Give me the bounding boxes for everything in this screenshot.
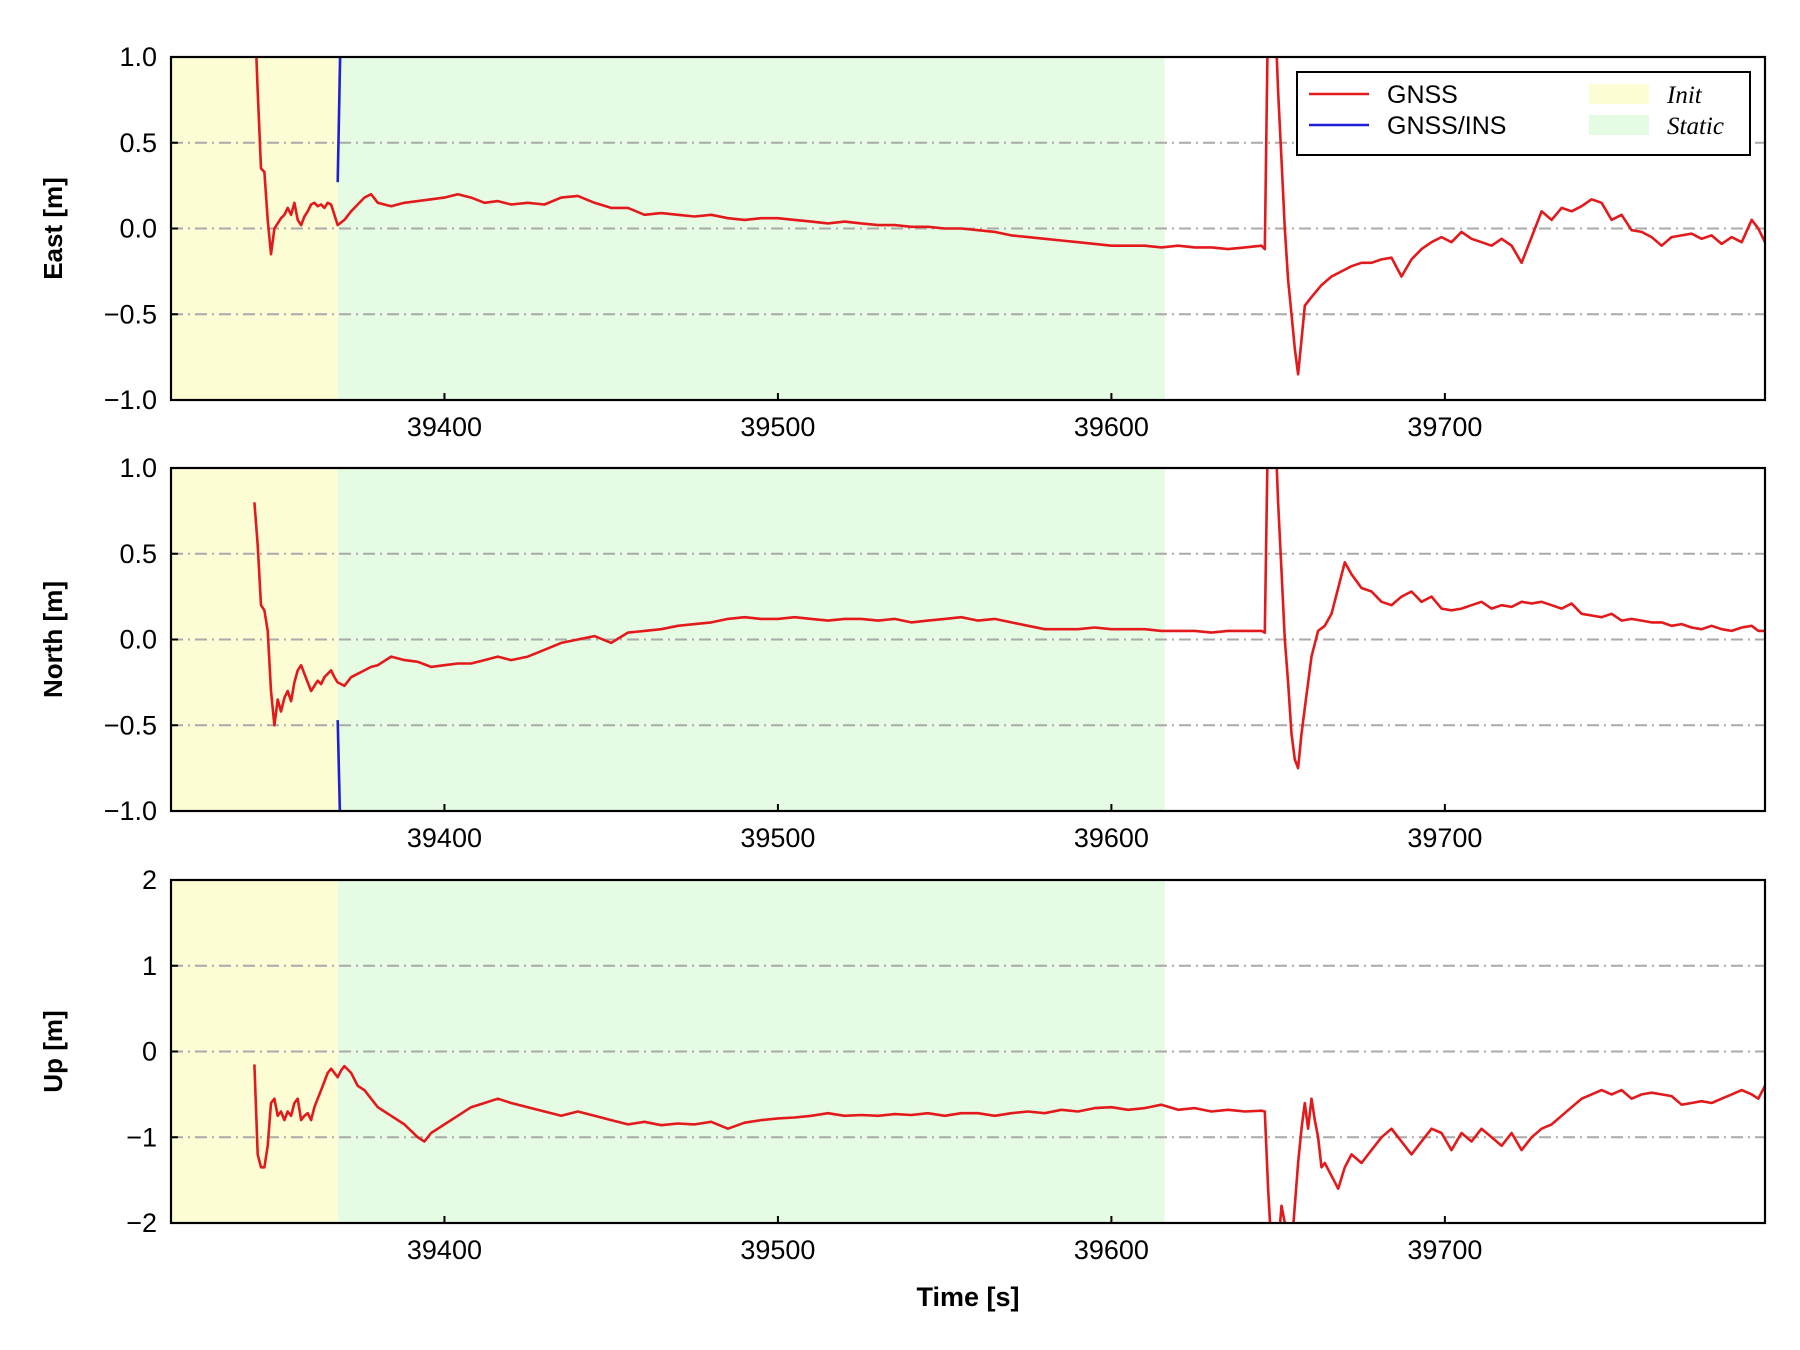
x-tick-label: 39400 xyxy=(407,1235,482,1265)
panel-1: 1.0 0.5 0.0 −0.5 −1.0 39400 39500 39600 39700 Eas… xyxy=(38,42,1767,442)
y-axis-label: North [m] xyxy=(38,581,68,698)
y-tick-label: 1.0 xyxy=(119,453,157,483)
y-tick-label: −1.0 xyxy=(104,385,157,415)
y-axis-label: Up [m] xyxy=(38,1010,68,1092)
y-tick-label: 1 xyxy=(142,951,157,981)
legend-swatch-init xyxy=(1589,84,1649,104)
series-line-gnss-ins xyxy=(336,57,342,183)
series-line-gnss xyxy=(253,1064,1765,1223)
panel-3: 2 1 0 −1 −2 39400 39500 39600 39700 Up [m] xyxy=(38,865,1767,1265)
x-tick-label: 39400 xyxy=(407,412,482,442)
y-tick-label: −1 xyxy=(126,1122,157,1152)
legend-label: Static xyxy=(1667,113,1724,140)
legend-label: Init xyxy=(1666,82,1703,109)
y-tick-label: 0.0 xyxy=(119,214,157,244)
y-tick-label: 0.5 xyxy=(119,539,157,569)
y-tick-label: −1.0 xyxy=(104,796,157,826)
y-tick-label: −0.5 xyxy=(104,299,157,329)
x-tick-label: 39700 xyxy=(1407,823,1482,853)
y-tick-label: 0.0 xyxy=(119,625,157,655)
series-line-gnss-ins xyxy=(336,720,342,811)
y-tick-label: 0 xyxy=(142,1037,157,1067)
x-tick-label: 39500 xyxy=(740,1235,815,1265)
x-tick-label: 39500 xyxy=(740,823,815,853)
y-tick-label: 0.5 xyxy=(119,128,157,158)
y-tick-label: 2 xyxy=(142,865,157,895)
panel-2: 1.0 0.5 0.0 −0.5 −1.0 39400 39500 39600 39700 Nor… xyxy=(38,453,1767,853)
legend-label: GNSS xyxy=(1387,81,1458,109)
y-tick-label: 1.0 xyxy=(119,42,157,72)
series-line-gnss xyxy=(253,468,1765,770)
legend: GNSS GNSS/INS Init Static xyxy=(1296,71,1751,156)
x-tick-label: 39600 xyxy=(1074,823,1149,853)
y-tick-label: −0.5 xyxy=(104,710,157,740)
x-tick-label: 39700 xyxy=(1407,1235,1482,1265)
y-axis-label: East [m] xyxy=(38,177,68,280)
x-tick-label: 39500 xyxy=(740,412,815,442)
series-line-gnss xyxy=(255,57,1765,376)
legend-box xyxy=(1296,71,1751,156)
legend-label: GNSS/INS xyxy=(1387,112,1506,140)
x-axis-label: Time [s] xyxy=(916,1282,1019,1312)
legend-swatch-static xyxy=(1589,115,1649,135)
x-tick-label: 39600 xyxy=(1074,1235,1149,1265)
x-tick-label: 39700 xyxy=(1407,412,1482,442)
x-tick-label: 39400 xyxy=(407,823,482,853)
x-tick-label: 39600 xyxy=(1074,412,1149,442)
y-tick-label: −2 xyxy=(126,1208,157,1238)
